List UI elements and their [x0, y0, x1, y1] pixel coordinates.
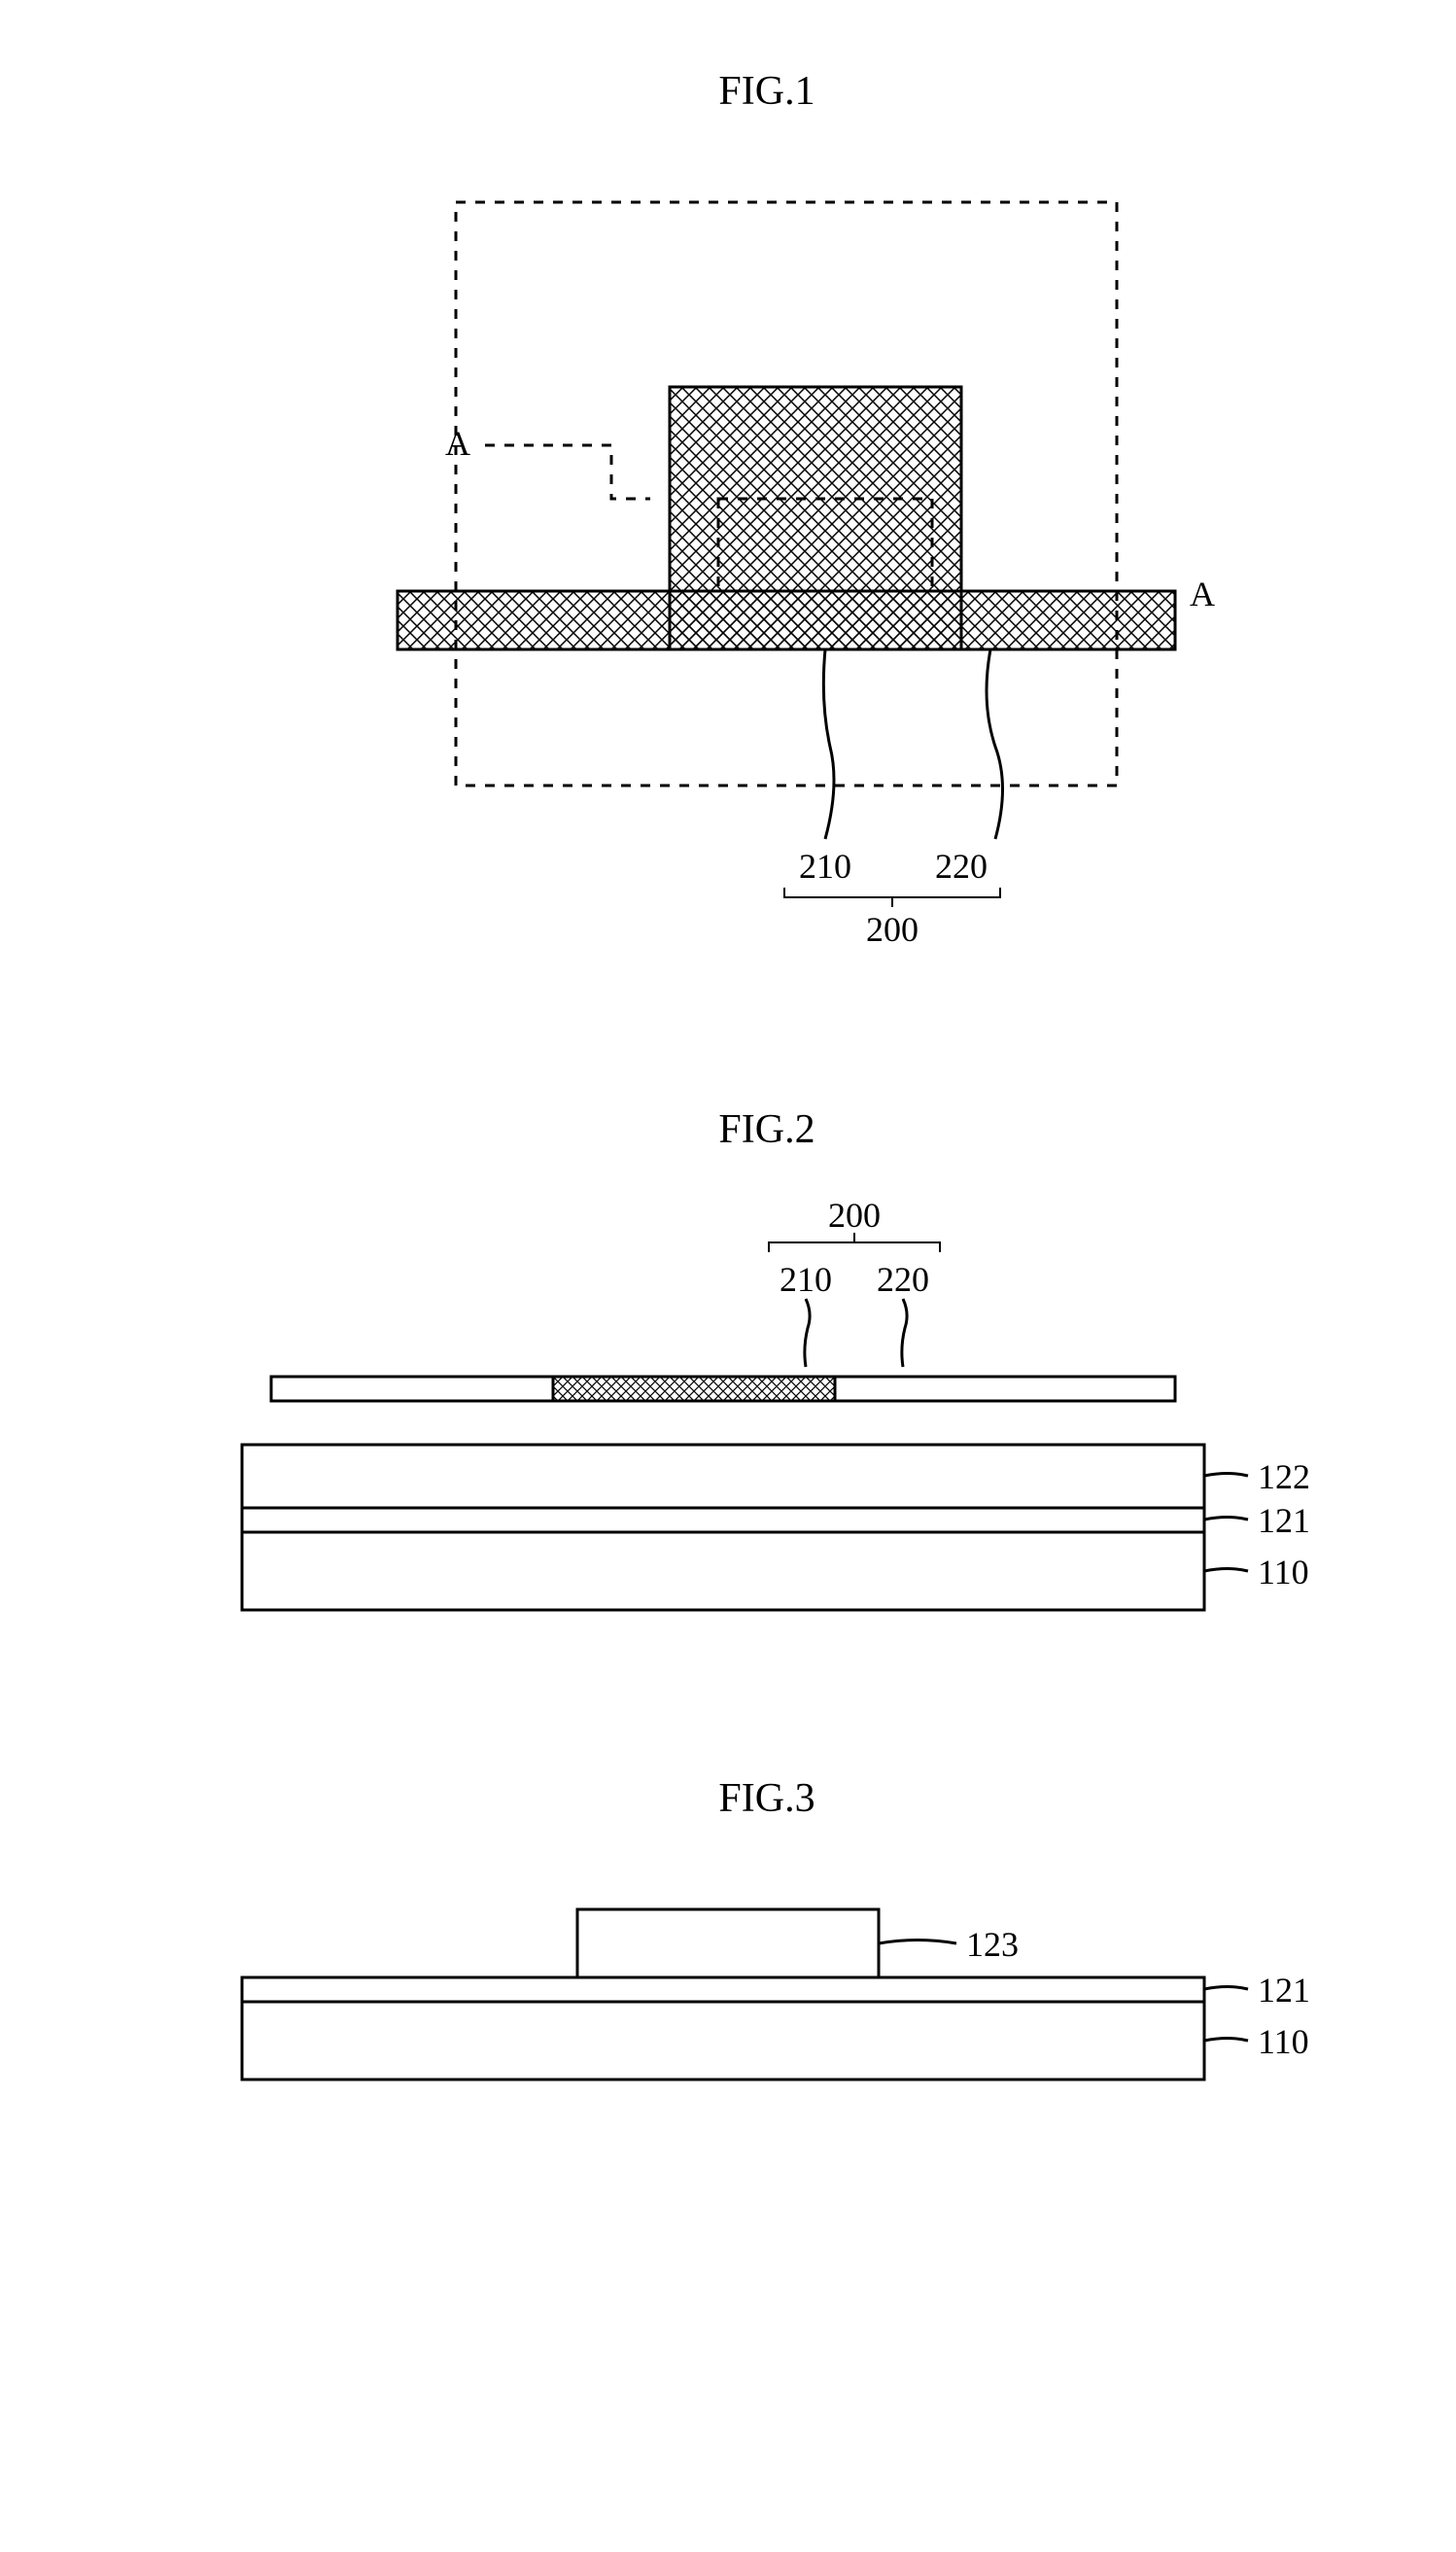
fig1-label-a-left: A: [445, 424, 470, 463]
fig2-mask-hatched: [553, 1377, 835, 1401]
fig3-label-121: 121: [1258, 1971, 1310, 2010]
fig2-label-122: 122: [1258, 1457, 1310, 1496]
fig2-label-210: 210: [780, 1260, 832, 1299]
fig2-leader-121: [1204, 1518, 1248, 1521]
fig2-diagram: 210 220 200 122 121 110: [184, 1202, 1350, 1649]
fig1-diagram: A A 210 220 200: [281, 163, 1253, 980]
fig2-leader-220: [902, 1299, 907, 1367]
fig2-leader-122: [1204, 1474, 1248, 1477]
fig1-brace: [784, 888, 1000, 897]
fig3-title: FIG.3: [718, 1775, 815, 1822]
fig2-label-220: 220: [877, 1260, 929, 1299]
fig2-leader-110: [1204, 1569, 1248, 1572]
fig2-title: FIG.2: [718, 1106, 815, 1153]
fig1-title: FIG.1: [718, 68, 815, 115]
fig2-label-110: 110: [1258, 1553, 1309, 1591]
fig1-leader-220: [987, 649, 1003, 839]
fig1-step-line: [485, 445, 650, 499]
fig2-label-121: 121: [1258, 1501, 1310, 1540]
fig1-label-220: 220: [935, 847, 988, 886]
fig3-label-110: 110: [1258, 2022, 1309, 2061]
fig3-diagram: 123 121 110: [184, 1870, 1350, 2123]
fig3-label-123: 123: [966, 1925, 1019, 1964]
fig1-block-210: [670, 387, 961, 649]
fig3-block-123: [577, 1909, 879, 1977]
fig1-label-210: 210: [799, 847, 851, 886]
fig1-label-a-right: A: [1190, 575, 1215, 613]
fig3-layer-121: [242, 1977, 1204, 2002]
fig3-leader-110: [1204, 2039, 1248, 2042]
fig1-label-200: 200: [866, 910, 919, 949]
fig3-leader-121: [1204, 1987, 1248, 1990]
fig2-leader-210: [805, 1299, 810, 1367]
fig1-leader-210: [823, 649, 834, 839]
fig2-layer-121: [242, 1508, 1204, 1532]
fig2-brace: [769, 1242, 940, 1252]
fig2-label-200: 200: [828, 1202, 881, 1235]
fig3-leader-123: [879, 1940, 956, 1944]
fig2-layer-122: [242, 1445, 1204, 1508]
fig3-layer-110: [242, 2002, 1204, 2080]
fig2-layer-110: [242, 1532, 1204, 1610]
